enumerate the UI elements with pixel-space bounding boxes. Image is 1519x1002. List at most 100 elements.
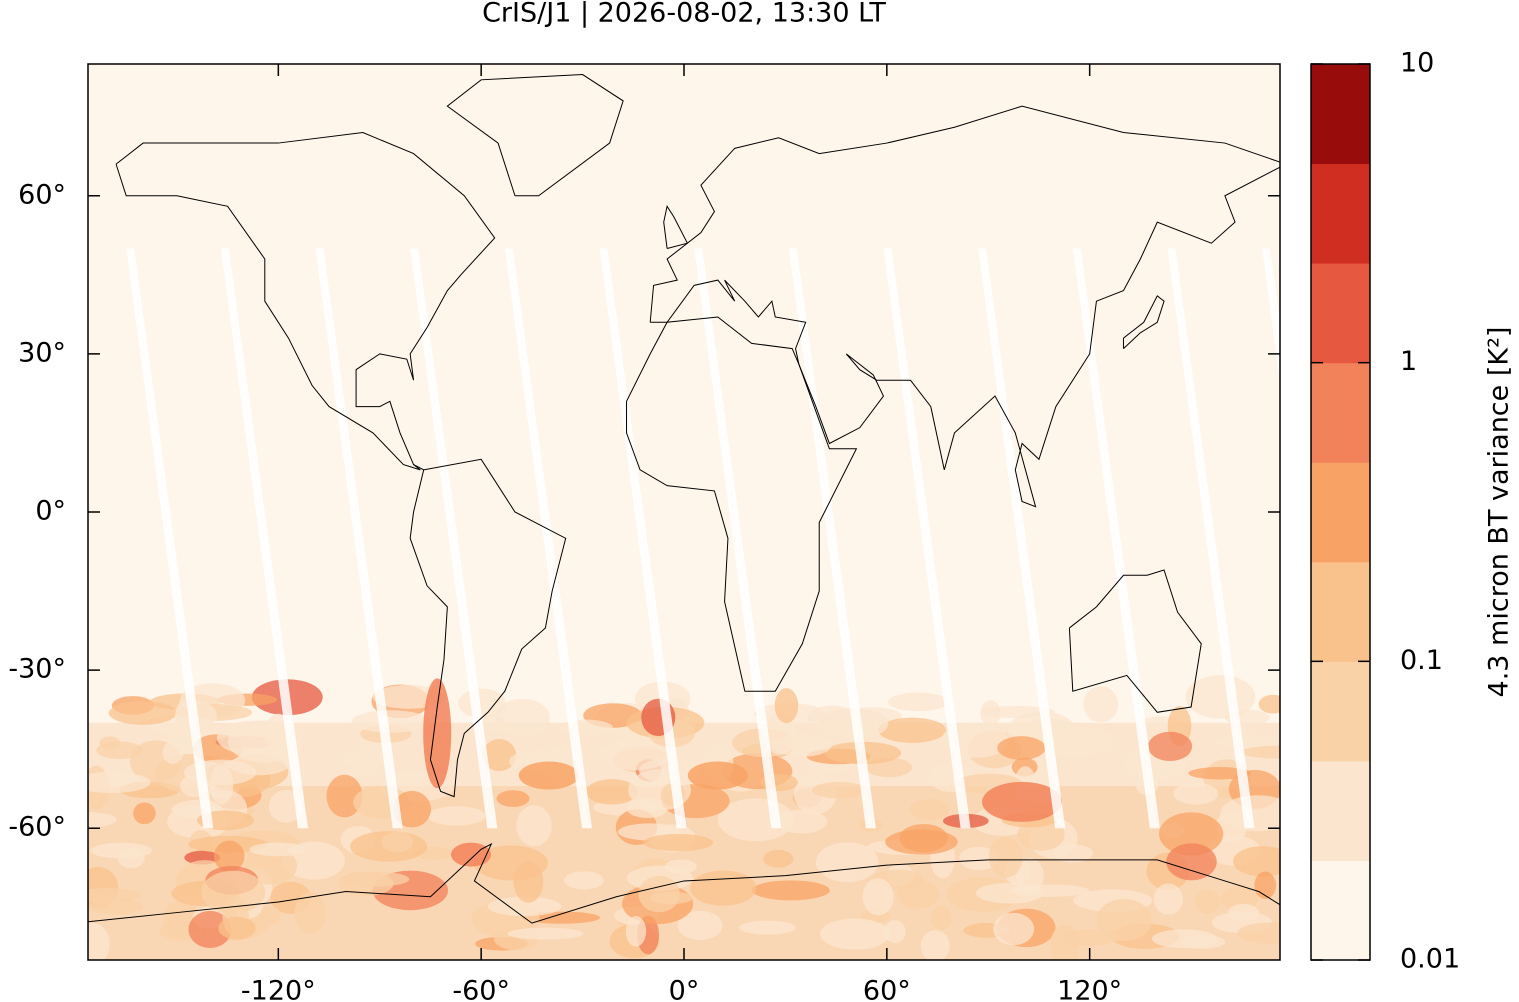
field-blob [88,922,110,960]
field-blob [558,719,614,736]
field-blob [88,888,141,903]
field-blob [1220,795,1280,832]
field-blob [959,846,999,871]
coastline [626,316,858,692]
field-blob [815,842,879,883]
swath-gap [883,248,971,829]
colorbar-band [1311,462,1370,563]
field-blob [496,790,530,807]
field-blob [862,878,894,916]
field-blob [133,802,156,825]
field-blob [586,779,638,805]
field-blob [88,812,117,828]
swath-gap [694,248,782,829]
colorbar-tick-label: 10 [1400,48,1434,79]
field-blob [260,906,281,925]
field-blob [920,930,950,960]
colorbar-band [1311,860,1370,961]
swath-gap [1262,248,1280,384]
field-blob [1052,844,1094,863]
field-blob [563,871,604,890]
field-blob [427,806,486,826]
field-blob [518,761,579,790]
field-blob [1173,782,1219,805]
field-blob [243,846,298,885]
field-blob [751,880,830,901]
field-blob [993,912,1035,946]
field-blob [687,761,748,790]
field-blob [249,842,307,857]
colorbar-tick-label: 0.1 [1400,645,1443,676]
field-blob [213,840,245,873]
field-blob [896,879,940,909]
field-blob [930,905,952,930]
y-tick-label: 60° [18,179,66,210]
field-blob [975,882,1044,904]
field-blob [1194,889,1221,914]
swath-gap [504,248,592,829]
colorbar-frame [1310,63,1371,961]
swath-gap [599,248,687,829]
field-blob [326,774,363,818]
field-blob [381,831,414,853]
coastline [88,842,1280,924]
field-blob [888,692,949,712]
axes: -120° -60° 0° 60° 120° -60° -30° 0° 30° 60° [8,64,1280,1002]
field-blob [339,750,397,768]
field-blob [1258,694,1280,714]
coastline [1068,569,1202,713]
swath-gap [410,248,498,829]
swath-gap [126,248,214,829]
field-blob [201,870,266,914]
coastline [409,458,567,798]
field-blob [1180,934,1226,949]
field-blob [1049,924,1080,960]
coastline [663,205,689,249]
field-blob [108,701,177,725]
field-blob [423,678,452,789]
field-blob [997,736,1046,760]
field-blob [1166,843,1217,881]
y-tick-label: -30° [8,654,66,685]
field-blob [218,916,256,940]
field-blob [1083,686,1119,723]
field-blob [1228,903,1260,922]
swath-gap [978,248,1066,829]
field-blob [811,781,868,799]
field-blob [338,871,410,887]
field-blob [1159,812,1224,856]
swath-gap [1072,248,1160,829]
field-blob [347,765,378,778]
field-blob [494,698,550,737]
y-tick-label: 30° [18,337,66,368]
field-blob [162,741,184,765]
coastline [446,74,624,197]
field-blob [88,771,151,794]
x-tick-label: 60° [863,976,911,1002]
coastlines [88,74,1280,924]
field-blob [1233,846,1280,877]
x-tick-label: -60° [452,976,510,1002]
field-blob [677,910,723,941]
swath-gap [220,248,308,829]
chart-title: CrIS/J1 | 2026-08-02, 13:30 LT [482,0,886,29]
field-blob [763,849,794,868]
field-blob [884,920,906,944]
x-tick-label: 120° [1057,976,1122,1002]
field-blob [690,870,757,906]
field-blob [643,834,714,852]
colorbar-band [1311,163,1370,264]
field-blob [1153,883,1183,915]
field-blob [885,829,958,855]
field-blob [513,861,544,903]
field-blob [516,805,552,847]
field-blob [507,927,584,940]
field-blob [1095,899,1152,942]
field-blob [1237,922,1280,945]
field-blob [773,733,832,757]
field-blob [96,741,143,760]
field-blob [774,688,799,724]
swath-gap [315,248,403,829]
colorbar-band [1311,561,1370,662]
